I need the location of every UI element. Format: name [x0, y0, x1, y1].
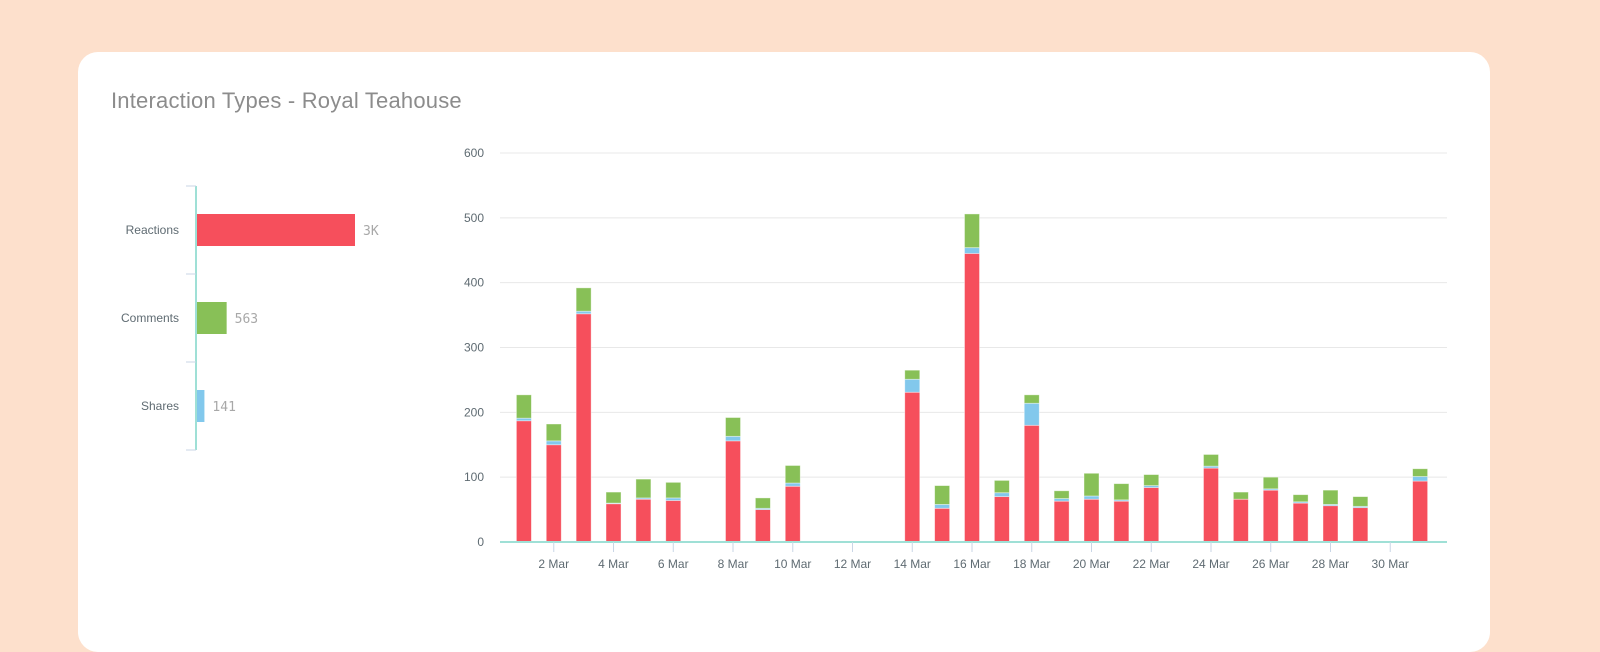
x-tick-label: 14 Mar: [894, 557, 931, 571]
bar-comments-mar-27: [1292, 494, 1309, 503]
bar-comments-mar-5: [635, 478, 652, 499]
bar-comments-mar-20: [1083, 472, 1100, 497]
category-label-reactions: Reactions: [126, 223, 179, 237]
bar-comments-mar-3: [575, 287, 592, 312]
bar-shares-mar-20: [1083, 495, 1100, 500]
bar-reactions-mar-25: [1232, 498, 1249, 543]
bar-comments-mar-21: [1113, 483, 1130, 501]
bar-comments-mar-2: [545, 423, 562, 442]
bar-reactions-mar-14: [904, 391, 921, 543]
bar-comments-mar-17: [993, 480, 1010, 494]
bar-reactions-mar-10: [784, 485, 801, 543]
bar-reactions-mar-28: [1322, 505, 1339, 543]
bar-reactions-mar-2: [545, 444, 562, 543]
y-tick-label: 600: [464, 146, 484, 160]
bar-reactions-mar-8: [725, 440, 741, 543]
y-tick-label: 0: [477, 535, 484, 549]
x-tick-label: 16 Mar: [953, 557, 990, 571]
bar-reactions-mar-4: [605, 503, 622, 543]
x-tick-label: 6 Mar: [658, 557, 689, 571]
bar-reactions-mar-22: [1143, 487, 1160, 543]
bar-comments-mar-25: [1232, 491, 1249, 500]
bar-comments-mar-16: [964, 213, 980, 249]
value-label-reactions: 3K: [363, 224, 379, 239]
x-tick-label: 12 Mar: [834, 557, 871, 571]
bar-reactions-mar-20: [1083, 498, 1100, 543]
bar-reactions-mar-1: [515, 420, 532, 543]
bar-shares-mar-14: [904, 378, 921, 393]
daily-stacked-bar-chart: 0 100 200 300 400 500 600 2 Mar 4 Mar 6 Mar 8 Mar 1…: [464, 146, 1447, 571]
bar-shares-mar-31: [1412, 476, 1429, 482]
bar-reactions-mar-9: [754, 509, 771, 543]
x-tick-label: 8 Mar: [718, 557, 749, 571]
bar-comments-mar-4: [605, 491, 622, 504]
y-tick-label: 100: [464, 470, 484, 484]
bar-reactions-mar-27: [1292, 502, 1309, 543]
bar-reactions-mar-26: [1262, 489, 1279, 543]
category-label-comments: Comments: [121, 311, 179, 325]
bar-reactions-mar-24: [1203, 467, 1219, 543]
bar-reactions-mar-19: [1053, 500, 1070, 543]
bar-comments: [197, 302, 227, 334]
x-tick-label: 26 Mar: [1252, 557, 1289, 571]
bar-reactions-mar-16: [964, 253, 980, 543]
totals-bar-chart: Reactions 3K Comments 563 Shares 141: [121, 185, 379, 451]
bar-comments-mar-28: [1322, 489, 1339, 505]
bar-comments-mar-18: [1023, 394, 1040, 404]
bar-shares: [197, 390, 205, 422]
bar-reactions-mar-18: [1023, 424, 1040, 543]
y-tick-label: 200: [464, 405, 484, 419]
bar-comments-mar-10: [784, 465, 801, 484]
bar-reactions-mar-17: [993, 496, 1010, 543]
bar-shares-mar-16: [964, 247, 980, 254]
x-tick-label: 22 Mar: [1133, 557, 1170, 571]
bar-comments-mar-15: [934, 485, 951, 505]
bar-comments-mar-29: [1352, 496, 1369, 507]
y-tick-label: 500: [464, 211, 484, 225]
value-label-comments: 563: [235, 312, 258, 327]
x-tick-label: 2 Mar: [538, 557, 569, 571]
x-tick-label: 18 Mar: [1013, 557, 1050, 571]
x-tick-label: 4 Mar: [598, 557, 629, 571]
bar-reactions-mar-15: [934, 507, 951, 543]
bar-comments-mar-8: [725, 417, 741, 437]
bar-shares-mar-17: [993, 492, 1010, 498]
bar-shares-mar-8: [725, 435, 741, 442]
bar-comments-mar-14: [904, 369, 921, 380]
x-tick-label: 28 Mar: [1312, 557, 1349, 571]
charts-svg: Reactions 3K Comments 563 Shares 141 0 100 200 3…: [121, 146, 1447, 571]
category-label-shares: Shares: [141, 399, 179, 413]
bar-reactions-mar-31: [1412, 480, 1429, 543]
chart-card: [78, 52, 1490, 652]
bar-comments-mar-9: [754, 497, 771, 509]
bar-comments-mar-31: [1412, 468, 1429, 477]
bar-reactions-mar-29: [1352, 507, 1369, 543]
x-tick-label: 20 Mar: [1073, 557, 1110, 571]
bar-comments-mar-26: [1262, 476, 1279, 490]
bar-reactions-mar-3: [575, 313, 592, 543]
bar-reactions-mar-21: [1113, 500, 1130, 543]
bar-comments-mar-22: [1143, 474, 1160, 486]
bar-reactions: [197, 214, 355, 246]
bar-shares-mar-18: [1023, 402, 1040, 426]
chart-title: Interaction Types - Royal Teahouse: [111, 88, 462, 113]
y-tick-label: 300: [464, 341, 484, 355]
bar-shares-mar-2: [545, 440, 562, 446]
bar-reactions-mar-6: [665, 500, 682, 543]
bar-comments-mar-6: [665, 481, 682, 499]
y-tick-label: 400: [464, 276, 484, 290]
x-tick-label: 10 Mar: [774, 557, 811, 571]
bar-reactions-mar-5: [635, 498, 652, 543]
bar-comments-mar-19: [1053, 490, 1070, 499]
value-label-shares: 141: [212, 400, 235, 415]
bar-shares-mar-15: [934, 503, 951, 509]
bar-shares-mar-10: [784, 482, 801, 487]
x-tick-label: 30 Mar: [1372, 557, 1409, 571]
bar-comments-mar-1: [515, 394, 532, 419]
bar-comments-mar-24: [1203, 454, 1219, 467]
x-tick-label: 24 Mar: [1192, 557, 1229, 571]
